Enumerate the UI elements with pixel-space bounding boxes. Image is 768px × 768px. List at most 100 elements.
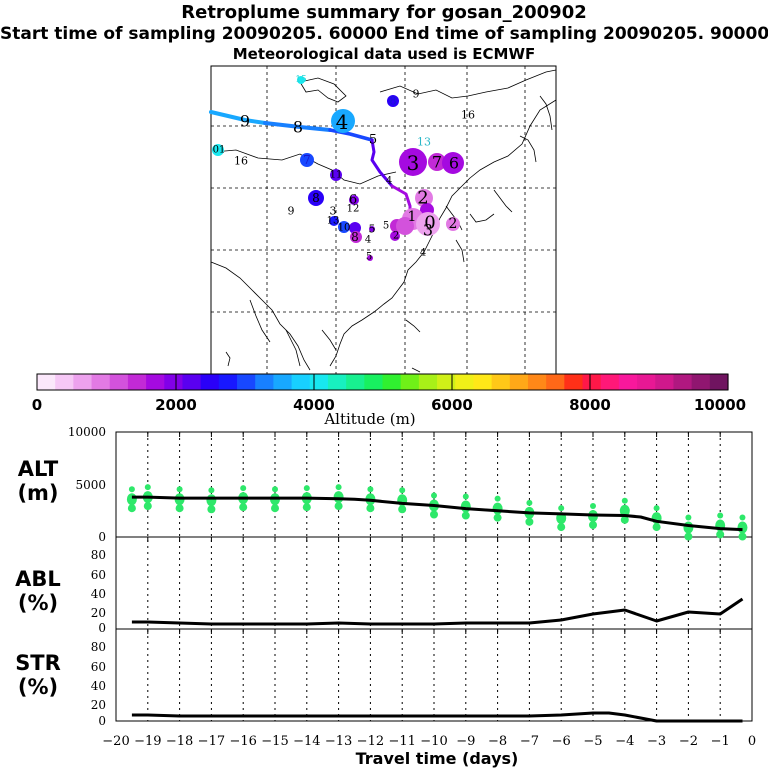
x-tick-label: −9 [456, 734, 475, 749]
alt-cluster-dot [399, 487, 406, 494]
alt-cluster-dot [176, 486, 183, 493]
alt-cluster-dot [333, 491, 344, 504]
x-tick-label: −11 [388, 734, 415, 749]
alt-cluster-dot [207, 505, 216, 514]
alt-cluster-dot [717, 512, 724, 519]
alt-cluster-dot [367, 486, 374, 493]
map-day-label: 13 [327, 216, 340, 227]
colorbar-cell [327, 374, 347, 390]
alt-cluster-dot [685, 514, 692, 521]
alt-cluster-dot [557, 523, 566, 532]
alt-cluster-dot [737, 521, 748, 534]
plume-dot [330, 169, 342, 181]
alt-ytick: 0 [98, 530, 106, 544]
alt-cluster-dot [366, 504, 375, 513]
map-day-label: 9 [288, 205, 295, 218]
colorbar-cell [582, 374, 602, 390]
abl-unit: (%) [18, 591, 58, 615]
map-day-label: 2 [417, 188, 428, 209]
alt-median-line [131, 495, 743, 532]
alt-cluster-dot [619, 504, 630, 517]
abl-label: ABL [15, 567, 61, 591]
alt-cluster-dot [272, 486, 278, 493]
colorbar-tick-label: 0 [32, 396, 42, 414]
x-tick-label: −4 [615, 734, 634, 749]
x-tick-label: −20 [102, 734, 129, 749]
colorbar-cell [146, 374, 165, 390]
alt-cluster-dot [652, 523, 661, 532]
abl-ytick: 40 [91, 587, 106, 601]
colorbar-cell [309, 374, 329, 390]
alt-cluster-dot [303, 485, 310, 492]
alt-cluster-dot [240, 485, 247, 492]
colorbar-cell [600, 374, 620, 390]
colorbar-cell [382, 374, 402, 390]
alt-cluster-dot [558, 505, 565, 512]
alt-cluster-dot [590, 503, 596, 509]
plume-dot [329, 216, 339, 226]
map-day-label: 5 [369, 133, 377, 148]
alt-cluster-dot [621, 497, 628, 504]
map-day-label: 4 [365, 235, 371, 246]
map-coastlines [210, 69, 557, 373]
x-tick-label: −15 [261, 734, 288, 749]
alt-cluster-dot [684, 532, 693, 541]
alt-cluster-dot [431, 492, 437, 499]
map-day-label: 3 [407, 151, 420, 175]
map-day-label: 9 [413, 88, 420, 101]
map-day-label: 6 [349, 193, 357, 208]
colorbar-cell [273, 374, 293, 390]
map-frame [210, 65, 557, 375]
map-day-label: 6 [449, 154, 459, 173]
alt-cluster-dot [206, 494, 217, 507]
map-day-label: 5 [366, 252, 372, 263]
colorbar-cell [237, 374, 256, 390]
str-label: STR [15, 651, 61, 675]
map-day-label: 2 [393, 231, 399, 242]
plume-dot [446, 217, 460, 231]
plume-dot [349, 222, 361, 234]
plume-cluster-dots [212, 76, 464, 261]
x-tick-label: −14 [293, 734, 320, 749]
colorbar-cell [200, 374, 220, 390]
map-day-label: 7 [432, 153, 442, 172]
plume-dot [390, 231, 400, 241]
alt-cluster-dot [589, 521, 597, 529]
x-tick-label: −3 [647, 734, 666, 749]
alt-cluster-dot [460, 500, 471, 513]
x-tick-label: −6 [552, 734, 571, 749]
alt-cluster-dot [175, 504, 184, 513]
alt-cluster-dot [494, 495, 501, 502]
x-tick-label: −8 [488, 734, 507, 749]
colorbar-cell [182, 374, 202, 390]
met-data-line: Meteorological data used is ECMWF [232, 45, 536, 63]
alt-cluster-dot [653, 505, 660, 512]
map-day-label: 10 [338, 223, 351, 234]
map-day-label: 8 [390, 95, 397, 108]
colorbar-cell [346, 374, 365, 390]
alt-cluster-dot [127, 504, 136, 513]
str-line [131, 711, 743, 723]
alt-cluster-dot [271, 504, 279, 513]
colorbar-axis-label: Altitude (m) [323, 410, 415, 428]
colorbar-cell [91, 374, 111, 390]
alt-cluster-dot [526, 499, 533, 506]
chart-title: Retroplume summary for gosan_200902 [181, 2, 587, 23]
plume-dot [350, 231, 362, 243]
colorbar-cell [400, 374, 420, 390]
colorbar-cell [709, 374, 729, 390]
alt-cluster-dot [335, 484, 342, 491]
sampling-times: Start time of sampling 20090205. 60000 E… [0, 24, 768, 44]
x-tick-label: −13 [325, 734, 352, 749]
alt-cluster-dot [239, 503, 248, 512]
alt-cluster-dot [683, 521, 694, 534]
x-tick-label: −1 [711, 734, 730, 749]
plume-dot [212, 144, 224, 156]
plume-dot [399, 148, 427, 176]
map-day-label: 7 [303, 153, 311, 167]
map-day-label: 1 [408, 209, 417, 225]
x-axis-title: Travel time (days) [356, 749, 519, 768]
colorbar-cell [55, 374, 74, 390]
map-day-label: 11 [330, 170, 343, 181]
